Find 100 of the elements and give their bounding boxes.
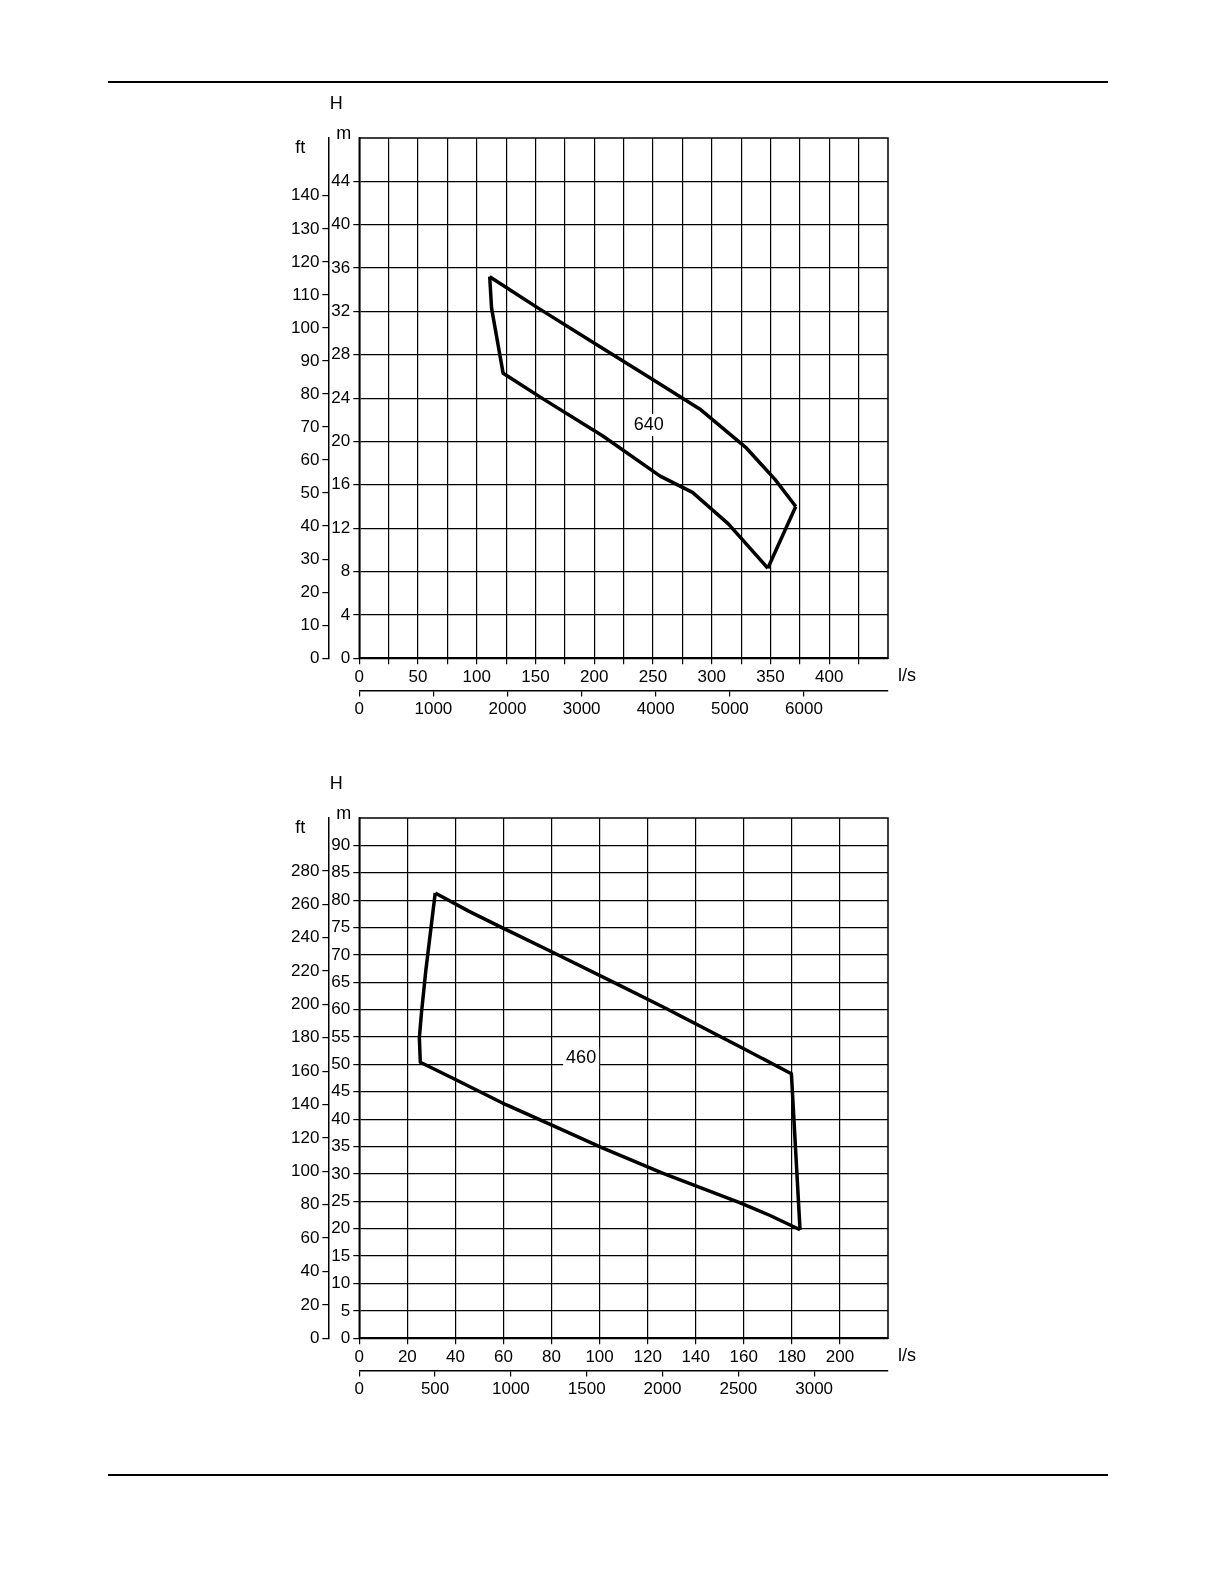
y2-tick-label: 10	[300, 614, 320, 634]
x-tick-label: 200	[580, 667, 609, 687]
y-tick-label: 5	[340, 1300, 351, 1320]
x2-tick-label: 2000	[643, 1379, 682, 1399]
x-tick-label: 0	[354, 667, 365, 687]
y2-tick-label: 0	[309, 1327, 320, 1347]
x-tick-label: 60	[494, 1347, 513, 1367]
x-tick-label: 180	[777, 1347, 807, 1367]
y2-tick-label: 130	[290, 218, 320, 238]
y2-tick-label: 90	[300, 350, 320, 370]
y-tick-label: 16	[331, 474, 351, 494]
y-tick-label: 55	[331, 1026, 351, 1046]
y-tick-label: 10	[331, 1273, 351, 1293]
text: H	[329, 772, 343, 793]
x-tick-label: 20	[397, 1347, 417, 1367]
x2-tick-label: 6000	[785, 699, 823, 719]
y2-tick-label: 200	[290, 994, 320, 1014]
y-axis-title: m	[336, 122, 352, 143]
x2-tick-label: 5000	[710, 699, 749, 719]
y2-tick-label: 220	[290, 960, 320, 980]
x2-tick-label: 3000	[562, 699, 601, 719]
y-tick-label: 8	[340, 561, 351, 581]
y-tick-label: 40	[331, 1108, 351, 1128]
y2-tick-label: 40	[300, 515, 320, 535]
y2-tick-label: 260	[290, 893, 320, 913]
y2-tick-label: 20	[300, 1294, 320, 1314]
x-tick-label: 250	[638, 667, 668, 687]
y2-tick-label: 80	[300, 1194, 320, 1214]
y-tick-label: 4	[340, 604, 351, 624]
y2-tick-label: 20	[300, 581, 320, 601]
y-tick-label: 60	[331, 999, 351, 1019]
x-tick-label: 150	[521, 667, 550, 687]
x2-tick-label: 1000	[491, 1379, 530, 1399]
y-tick-label: 32	[331, 301, 351, 321]
x-tick-label: 120	[633, 1347, 662, 1367]
y2-tick-label: 160	[290, 1060, 320, 1080]
y2-tick-label: 120	[290, 251, 320, 271]
y2-tick-label: 30	[300, 548, 320, 568]
x-tick-label: 100	[585, 1347, 614, 1367]
y-tick-label: 30	[331, 1163, 351, 1183]
y2-tick-label: 100	[290, 1161, 320, 1180]
y2-tick-label: 40	[300, 1261, 320, 1281]
x2-tick-label: 2000	[488, 699, 527, 719]
y-tick-label: 90	[331, 835, 351, 855]
y2-tick-label: 140	[290, 185, 320, 205]
x2-tick-label: 0	[354, 699, 365, 719]
y-tick-label: 35	[331, 1136, 351, 1156]
y-tick-label: 50	[331, 1054, 351, 1074]
y-tick-label: 28	[331, 344, 351, 364]
x2-tick-label: 4000	[636, 699, 675, 719]
x-tick-label: 40	[445, 1347, 465, 1367]
y-tick-label: 15	[331, 1245, 351, 1265]
x-axis-title: l/s	[898, 1345, 916, 1366]
y2-tick-label: 110	[292, 284, 320, 304]
x-tick-label: 300	[697, 667, 726, 687]
x-tick-label: 100	[462, 667, 491, 687]
x-tick-label: 160	[729, 1347, 758, 1367]
y-tick-label: 24	[331, 387, 351, 407]
x-tick-label: 0	[354, 1347, 365, 1367]
y-tick-label: 75	[331, 917, 351, 937]
x-tick-label: 200	[825, 1347, 855, 1367]
y2-axis-title: ft	[295, 136, 306, 157]
x-tick-label: 50	[408, 667, 428, 687]
y2-tick-label: 240	[290, 927, 320, 947]
y2-tick-label: 180	[290, 1027, 320, 1047]
y-tick-label: 85	[331, 862, 351, 882]
y2-tick-label: 60	[300, 449, 320, 469]
y-tick-label: 20	[331, 431, 351, 451]
y2-tick-label: 120	[290, 1127, 320, 1147]
x-tick-label: 140	[681, 1347, 710, 1367]
x-axis-title: l/s	[898, 665, 916, 686]
y-tick-label: 70	[331, 944, 351, 964]
annotation: 460	[566, 1047, 597, 1068]
y2-axis-title: ft	[295, 816, 306, 837]
x2-tick-label: 500	[420, 1379, 450, 1399]
y-axis-title: m	[336, 802, 352, 823]
y-tick-label: 25	[331, 1190, 351, 1210]
y2-tick-label: 140	[290, 1094, 320, 1114]
y-tick-label: 44	[331, 171, 351, 191]
y2-tick-label: 0	[309, 647, 320, 667]
y-tick-label: 80	[331, 889, 351, 909]
x-tick-label: 80	[542, 1347, 561, 1367]
y2-tick-label: 50	[300, 482, 320, 502]
annotation: 640	[633, 413, 664, 434]
y-tick-label: 0	[340, 647, 351, 667]
y-tick-label: 12	[331, 517, 351, 537]
y-tick-label: 0	[340, 1327, 351, 1347]
x-tick-label: 350	[756, 667, 785, 687]
y-tick-label: 36	[331, 257, 351, 277]
text: H	[329, 92, 343, 113]
y2-tick-label: 280	[290, 860, 320, 880]
y-tick-label: 45	[331, 1081, 351, 1101]
x-tick-label: 400	[815, 667, 844, 687]
x2-tick-label: 1500	[567, 1379, 606, 1399]
x2-tick-label: 2500	[719, 1379, 758, 1399]
y-tick-label: 20	[331, 1218, 351, 1238]
x2-tick-label: 0	[354, 1379, 365, 1399]
x2-tick-label: 1000	[414, 699, 453, 719]
y2-tick-label: 70	[300, 416, 320, 436]
x2-tick-label: 3000	[795, 1379, 834, 1399]
